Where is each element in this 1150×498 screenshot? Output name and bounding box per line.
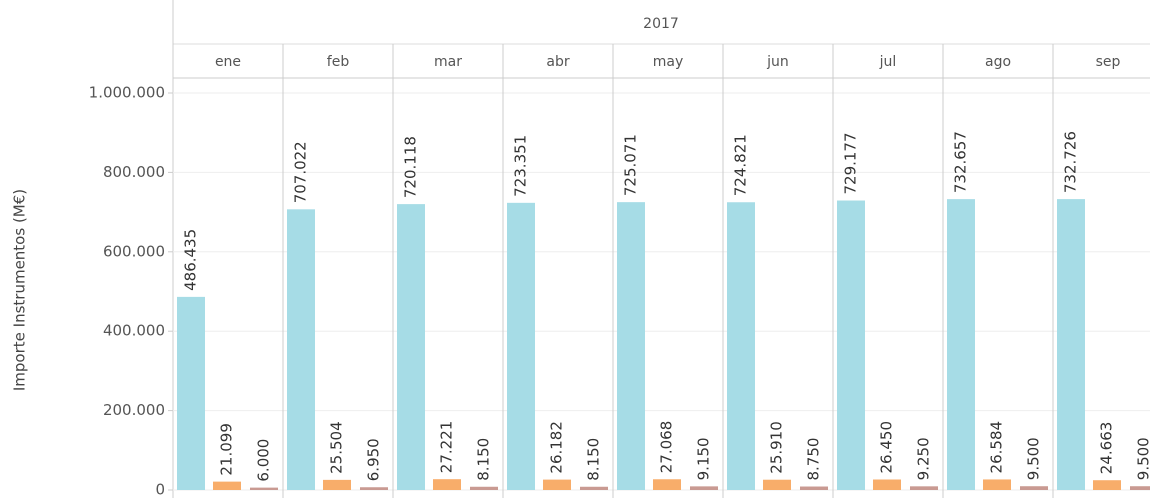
value-label: 8.150 — [585, 438, 603, 481]
bar — [763, 479, 791, 490]
bar — [507, 202, 535, 490]
value-label: 8.750 — [805, 438, 823, 481]
value-label: 24.663 — [1098, 422, 1116, 475]
value-label: 26.450 — [878, 421, 896, 474]
value-label: 732.657 — [952, 131, 970, 193]
month-label: jul — [879, 54, 897, 70]
value-label: 707.022 — [292, 141, 310, 203]
bar — [433, 479, 461, 490]
month-label: mar — [434, 54, 462, 70]
month-label: ene — [215, 54, 241, 70]
value-label: 26.584 — [988, 421, 1006, 474]
value-label: 25.504 — [328, 421, 346, 474]
bar — [1020, 486, 1048, 490]
value-label: 9.250 — [915, 437, 933, 480]
bar — [910, 486, 938, 490]
bar — [250, 487, 278, 490]
y-tick-label: 600.000 — [103, 242, 165, 260]
bar — [1093, 480, 1121, 490]
month-label: ago — [985, 54, 1011, 70]
value-label: 729.177 — [842, 132, 860, 194]
bar — [983, 479, 1011, 490]
bar — [1130, 486, 1150, 490]
value-label: 25.910 — [768, 421, 786, 474]
month-label: abr — [546, 54, 569, 70]
bar — [177, 296, 205, 490]
value-label: 724.821 — [732, 134, 750, 196]
bar — [947, 199, 975, 490]
bar — [213, 481, 241, 490]
value-label: 720.118 — [402, 136, 420, 198]
bar — [287, 209, 315, 491]
column-group-header: 2017 — [643, 16, 679, 32]
y-tick-label: 0 — [155, 481, 165, 498]
bar — [360, 487, 388, 490]
month-label: feb — [327, 54, 350, 70]
bar — [653, 479, 681, 490]
month-label: jun — [766, 54, 789, 70]
value-label: 725.071 — [622, 134, 640, 196]
y-tick-label: 800.000 — [103, 163, 165, 181]
value-label: 21.099 — [218, 423, 236, 476]
bar — [837, 200, 865, 490]
value-label: 732.726 — [1062, 131, 1080, 193]
y-tick-label: 200.000 — [103, 401, 165, 419]
bar — [1057, 199, 1085, 490]
value-label: 27.068 — [658, 421, 676, 474]
bar — [580, 486, 608, 490]
value-label: 6.950 — [365, 438, 383, 481]
value-label: 723.351 — [512, 135, 530, 197]
month-label: may — [653, 54, 684, 70]
bar — [397, 204, 425, 490]
value-label: 486.435 — [182, 229, 200, 291]
bar — [323, 479, 351, 490]
bar — [617, 202, 645, 490]
bar — [800, 486, 828, 490]
value-label: 9.500 — [1025, 437, 1043, 480]
value-label: 9.500 — [1135, 437, 1150, 480]
value-label: 8.150 — [475, 438, 493, 481]
bar — [470, 486, 498, 490]
value-label: 6.000 — [255, 439, 273, 482]
y-axis-label: Importe Instrumentos (M€) — [11, 189, 29, 391]
bar — [873, 479, 901, 490]
y-tick-label: 1.000.000 — [89, 84, 165, 102]
value-label: 26.182 — [548, 421, 566, 474]
value-label: 27.221 — [438, 421, 456, 474]
bar — [690, 486, 718, 490]
value-label: 9.150 — [695, 437, 713, 480]
bar — [727, 202, 755, 490]
y-tick-label: 400.000 — [103, 322, 165, 340]
month-label: sep — [1096, 54, 1121, 70]
bar — [543, 479, 571, 490]
